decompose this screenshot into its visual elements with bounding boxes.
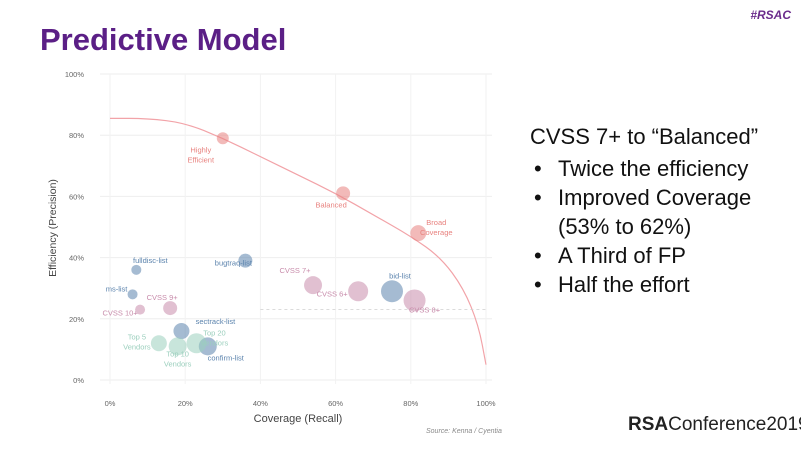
predictive-model-chart: Highly Efficient Balanced Broad Coverage CVSS… — [40, 60, 520, 445]
bubble-point — [403, 289, 426, 312]
bubble-point — [186, 333, 207, 354]
bubble-point — [127, 289, 138, 300]
frontier-curve — [109, 117, 487, 365]
bubble-point — [238, 253, 253, 268]
bubble-point — [135, 304, 146, 315]
hashtag: #RSAC — [750, 8, 791, 22]
x-tick-label: 0% — [105, 399, 116, 408]
x-axis-label: Coverage (Recall) — [254, 413, 343, 425]
x-tick-label: 60% — [328, 399, 343, 408]
bullet-text: Improved Coverage (53% to 62%) — [558, 185, 752, 239]
point-label: Efficient — [188, 155, 215, 164]
axis-ticks: 0% 20% 40% 60% 80% 100% 0% 20% 40% 60% 80% 100% — [65, 70, 496, 408]
y-tick-label: 80% — [69, 131, 84, 140]
point-label: CVSS 6+ — [317, 289, 349, 298]
y-tick-label: 100% — [65, 70, 85, 79]
point-label: Vendors — [201, 338, 229, 347]
bubble-point — [381, 280, 403, 303]
x-tick-label: 100% — [476, 399, 496, 408]
y-tick-label: 0% — [73, 376, 84, 385]
bullet-list: • Twice the efficiency • Improved Coverage… — [530, 154, 795, 299]
bullet-item: • Half the effort — [530, 270, 795, 299]
y-tick-label: 60% — [69, 192, 84, 201]
point-label: CVSS 8+ — [409, 305, 441, 314]
x-tick-label: 20% — [178, 399, 193, 408]
bubble-point — [410, 225, 427, 242]
point-label: CVSS 7+ — [280, 266, 312, 275]
point-label: CVSS 9+ — [147, 293, 179, 302]
bubbles — [127, 132, 427, 356]
bullet-text: Half the effort — [558, 272, 690, 297]
point-label: Highly — [190, 145, 211, 154]
bubble-point — [304, 276, 323, 295]
x-tick-label: 40% — [253, 399, 268, 408]
point-label: sectrack-list — [196, 317, 237, 326]
bullet-marker: • — [534, 243, 542, 268]
bubble-point — [336, 186, 351, 201]
gridlines — [100, 73, 492, 384]
logo-brand: RSA — [628, 414, 669, 435]
point-label: ms-list — [106, 284, 129, 293]
point-label: bid-list — [389, 271, 412, 280]
point-label: Top 10 — [166, 349, 189, 358]
point-label: fulldisc-list — [133, 256, 169, 265]
bubble-point — [348, 281, 369, 302]
rsa-conference-logo: RSAConference2019 — [628, 414, 801, 436]
point-label: Vendors — [123, 342, 151, 351]
point-label: Balanced — [315, 200, 346, 209]
summary-panel: CVSS 7+ to “Balanced” • Twice the efficie… — [530, 122, 795, 299]
y-tick-label: 20% — [69, 315, 84, 324]
point-label: Top 20 — [203, 328, 226, 337]
y-axis-label: Efficiency (Precision) — [47, 179, 59, 277]
point-label: Broad — [426, 218, 446, 227]
x-tick-label: 80% — [403, 399, 418, 408]
bubble-point — [150, 335, 167, 352]
bubble-point — [216, 132, 229, 145]
summary-intro: CVSS 7+ to “Balanced” — [530, 124, 759, 149]
point-label: confirm-list — [208, 353, 245, 362]
bullet-marker: • — [534, 156, 542, 181]
bullet-item: • Twice the efficiency — [530, 154, 795, 183]
point-label: CVSS 10+ — [102, 309, 138, 318]
point-label: bugtraq-list — [215, 259, 253, 268]
bubble-point — [131, 264, 142, 275]
bullet-text: A Third of FP — [558, 243, 686, 268]
source-note: Source: Kenna / Cyentia — [426, 428, 502, 435]
bullet-item: • A Third of FP — [530, 241, 795, 270]
bullet-item: • Improved Coverage (53% to 62%) — [530, 183, 795, 241]
bubble-point — [163, 301, 178, 316]
bubble-point — [168, 337, 187, 356]
bullet-marker: • — [534, 185, 542, 210]
slide-title: Predictive Model — [40, 22, 287, 57]
point-label: Coverage — [420, 228, 453, 237]
point-label: Vendors — [164, 359, 192, 368]
bullet-text: Twice the efficiency — [558, 156, 749, 181]
y-tick-label: 40% — [69, 254, 84, 263]
bullet-marker: • — [534, 272, 542, 297]
point-label: Top 5 — [128, 332, 146, 341]
logo-event: Conference2019 — [668, 414, 801, 435]
bubble-point — [173, 323, 190, 340]
